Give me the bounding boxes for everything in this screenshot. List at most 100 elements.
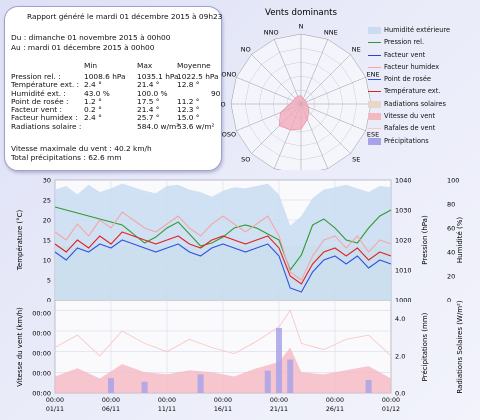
radar-frequency-area bbox=[278, 95, 310, 131]
xtick-date: 01/12 bbox=[382, 406, 400, 413]
ylabel-precip: Précipitations (mm) bbox=[421, 312, 429, 381]
radar-direction-label: OSO bbox=[222, 130, 236, 138]
radar-direction-label: ENE bbox=[367, 71, 380, 79]
ytick-right-humidity: 40 bbox=[447, 249, 455, 257]
ytick-left-time: 00:00 bbox=[32, 330, 51, 338]
ytick-left-time: 00:00 bbox=[32, 350, 51, 358]
ylabel-temperature: Température (°C) bbox=[16, 210, 24, 272]
radar-direction-label: NNO bbox=[264, 28, 279, 36]
wind-speed-area bbox=[55, 347, 391, 393]
stats-max: 100.0 % bbox=[137, 88, 168, 98]
stats-avg: 12.8 ° bbox=[177, 80, 200, 90]
ytick-right-pressure: 1020 bbox=[395, 237, 412, 245]
report-period-from: Du : dimanche 01 novembre 2015 à 00h00 bbox=[11, 33, 171, 42]
radar-direction-label: NO bbox=[241, 45, 251, 53]
radar-direction-label: O bbox=[221, 101, 226, 109]
stats-header-max: Max bbox=[137, 61, 153, 70]
ytick-left: 25 bbox=[43, 197, 51, 205]
stats-label: Point de rosée : bbox=[11, 96, 69, 106]
ytick-left: 30 bbox=[43, 177, 51, 185]
ytick-left: 10 bbox=[43, 257, 51, 265]
stats-label: Radiations solaire : bbox=[11, 121, 82, 131]
ytick-right-precip: 0.0 bbox=[395, 390, 405, 398]
legend-item: Humidité extérieure bbox=[368, 26, 480, 38]
stats-avg: 1022.5 hPa bbox=[177, 72, 219, 81]
stats-header-avg: Moyenne bbox=[177, 61, 211, 70]
xtick-time: 00:00 bbox=[270, 397, 288, 404]
stats-max: 1035.1 hPa bbox=[137, 72, 179, 81]
series-line bbox=[54, 239, 392, 293]
xtick-date: 16/11 bbox=[214, 406, 232, 413]
gust-line bbox=[54, 309, 392, 357]
radar-direction-label: NE bbox=[352, 45, 361, 53]
stats-max: 21.4 ° bbox=[137, 105, 160, 115]
series-line bbox=[54, 206, 392, 272]
stats-label: Température ext. : bbox=[11, 80, 80, 90]
ytick-right-pressure: 1000 bbox=[395, 297, 412, 303]
ytick-right-humidity: 100 bbox=[447, 177, 459, 185]
legend-swatch bbox=[368, 66, 381, 68]
report-panel: Rapport généré le mardi 01 décembre 2015… bbox=[4, 6, 222, 171]
ytick-left-time: 00:00 bbox=[32, 370, 51, 378]
xtick-date: 21/11 bbox=[270, 406, 288, 413]
stats-avg: 53.6 w/m² bbox=[177, 121, 215, 131]
legend-swatch bbox=[368, 42, 381, 44]
precip-bar bbox=[287, 359, 294, 393]
legend-item: Température ext. bbox=[368, 87, 480, 99]
stats-min: 1008.6 hPa bbox=[84, 72, 126, 81]
stats-label: Humidité ext. : bbox=[11, 88, 66, 98]
legend-item: Facteur vent bbox=[368, 51, 480, 63]
legend-label: Température ext. bbox=[384, 87, 441, 96]
ytick-left: 0 bbox=[47, 297, 51, 303]
wind-rose-chart: Vents dominants NNNENEENEEESESESSESSSOSO… bbox=[221, 8, 381, 170]
ylabel-wind: Vitesse du vent (km/h) bbox=[16, 307, 24, 387]
wind-precip-chart: 00:0000:0000:0000:0000:000.02.04.000:000… bbox=[16, 300, 464, 413]
legend-label: Pression rel. bbox=[384, 38, 425, 47]
xtick-time: 00:00 bbox=[102, 397, 120, 404]
legend-item: Facteur humidex bbox=[368, 63, 480, 75]
stats-avg: 11.2 ° bbox=[177, 96, 200, 106]
legend-item: Vitesse du vent bbox=[368, 112, 480, 124]
stats-max: 21.4 ° bbox=[137, 80, 160, 90]
ylabel-solar: Radiations Solaires (W/m²) bbox=[456, 300, 464, 393]
ytick-left: 5 bbox=[47, 277, 51, 285]
xtick-date: 06/11 bbox=[102, 406, 120, 413]
radar-direction-label: ONO bbox=[221, 71, 236, 79]
legend-item: Point de rosée bbox=[368, 75, 480, 87]
legend-label: Facteur vent bbox=[384, 50, 426, 59]
legend-item: Précipitations bbox=[368, 137, 480, 149]
precip-bar bbox=[108, 378, 114, 393]
total-precip-text: Total précipitations : 62.6 mm bbox=[11, 153, 122, 162]
radar-direction-labels: NNNENEENEEESESESSESSSOSOOSOOONONONNO bbox=[221, 23, 381, 164]
bottom-series bbox=[54, 309, 392, 393]
precip-bar bbox=[365, 379, 372, 393]
stats-min: 1.2 ° bbox=[84, 96, 102, 106]
radar-direction-label: NNE bbox=[324, 28, 338, 36]
ytick-left: 20 bbox=[43, 217, 51, 225]
radar-direction-label: SO bbox=[241, 156, 250, 164]
main-series bbox=[54, 183, 392, 300]
stats-avg: 12.3 ° bbox=[177, 105, 200, 115]
ytick-right-precip: 2.0 bbox=[395, 352, 405, 360]
ylabel-humidity: Humidité (%) bbox=[456, 217, 464, 264]
legend-swatch bbox=[368, 100, 381, 108]
xtick-date: 26/11 bbox=[326, 406, 344, 413]
precip-bar bbox=[276, 327, 282, 393]
xtick-time: 00:00 bbox=[214, 397, 232, 404]
xtick-time: 00:00 bbox=[382, 397, 400, 404]
legend-label: Précipitations bbox=[384, 136, 429, 145]
report-period-to: Au : mardi 01 décembre 2015 à 00h00 bbox=[11, 43, 155, 52]
radar-spoke bbox=[300, 103, 351, 154]
stats-max: 17.5 ° bbox=[137, 96, 160, 106]
stats-label: Pression rel. : bbox=[11, 72, 61, 81]
legend-swatch bbox=[368, 113, 381, 121]
xtick-time: 00:00 bbox=[158, 397, 176, 404]
legend-item: Radiations solaires bbox=[368, 100, 480, 112]
radar-spoke bbox=[300, 39, 329, 105]
ytick-right-pressure: 1010 bbox=[395, 267, 412, 275]
stats-avg: 15.0 ° bbox=[177, 113, 200, 123]
series-humidity-area bbox=[55, 183, 391, 300]
ytick-left-time: 00:00 bbox=[32, 310, 51, 318]
ytick-right-humidity: 80 bbox=[447, 201, 455, 209]
stats-min: 0.2 ° bbox=[84, 105, 102, 115]
